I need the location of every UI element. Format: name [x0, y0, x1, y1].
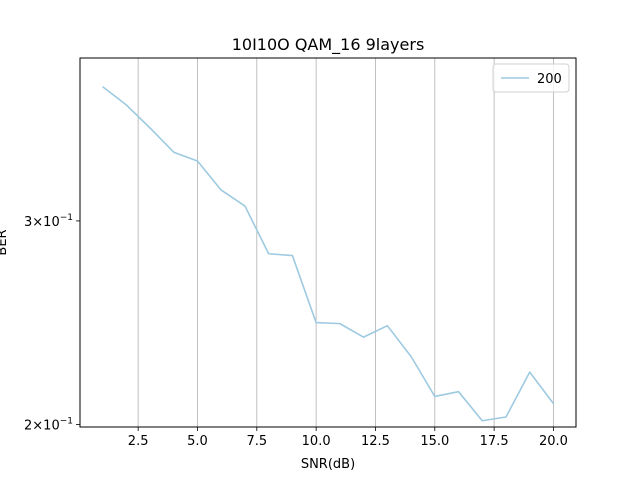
- legend-label: 200: [537, 72, 562, 87]
- y-tick-label: 3×10−1: [24, 213, 73, 230]
- x-tick-label: 2.5: [128, 434, 149, 449]
- y-tick-label-exp: −1: [60, 213, 73, 223]
- legend-box: [492, 63, 570, 93]
- x-tick-label: 7.5: [246, 434, 267, 449]
- y-tick-label: 2×10−1: [24, 416, 73, 433]
- y-tick-label-base: 10: [43, 215, 60, 230]
- series-lines: [102, 85, 555, 422]
- y-tick-label-mantissa: 3: [24, 215, 32, 230]
- x-tick-label: 17.5: [480, 434, 509, 449]
- y-axis-label: BER: [0, 229, 10, 255]
- legend: 200: [492, 63, 570, 93]
- x-tick-label: 12.5: [361, 434, 390, 449]
- y-tick-label-times: ×: [32, 215, 43, 230]
- x-tick-label: 15.0: [420, 434, 449, 449]
- y-axis-ticks: 2×10−13×10−1: [24, 213, 80, 433]
- chart-title: 10I10O QAM_16 9layers: [232, 35, 425, 55]
- y-tick-label-exp: −1: [60, 416, 73, 426]
- x-tick-label: 20.0: [539, 434, 568, 449]
- x-axis-label: SNR(dB): [301, 457, 355, 472]
- plot-frame: [79, 57, 577, 428]
- x-tick-label: 5.0: [187, 434, 208, 449]
- x-tick-label: 10.0: [302, 434, 331, 449]
- y-tick-label-base: 10: [43, 418, 60, 433]
- series-line-200: [102, 85, 555, 422]
- x-gridlines: [137, 58, 554, 427]
- y-tick-label-times: ×: [32, 418, 43, 433]
- x-axis-ticks: 2.5 5.0 7.5 10.0 12.5 15.0 17.5 20.0: [128, 427, 568, 449]
- y-tick-label-mantissa: 2: [24, 418, 32, 433]
